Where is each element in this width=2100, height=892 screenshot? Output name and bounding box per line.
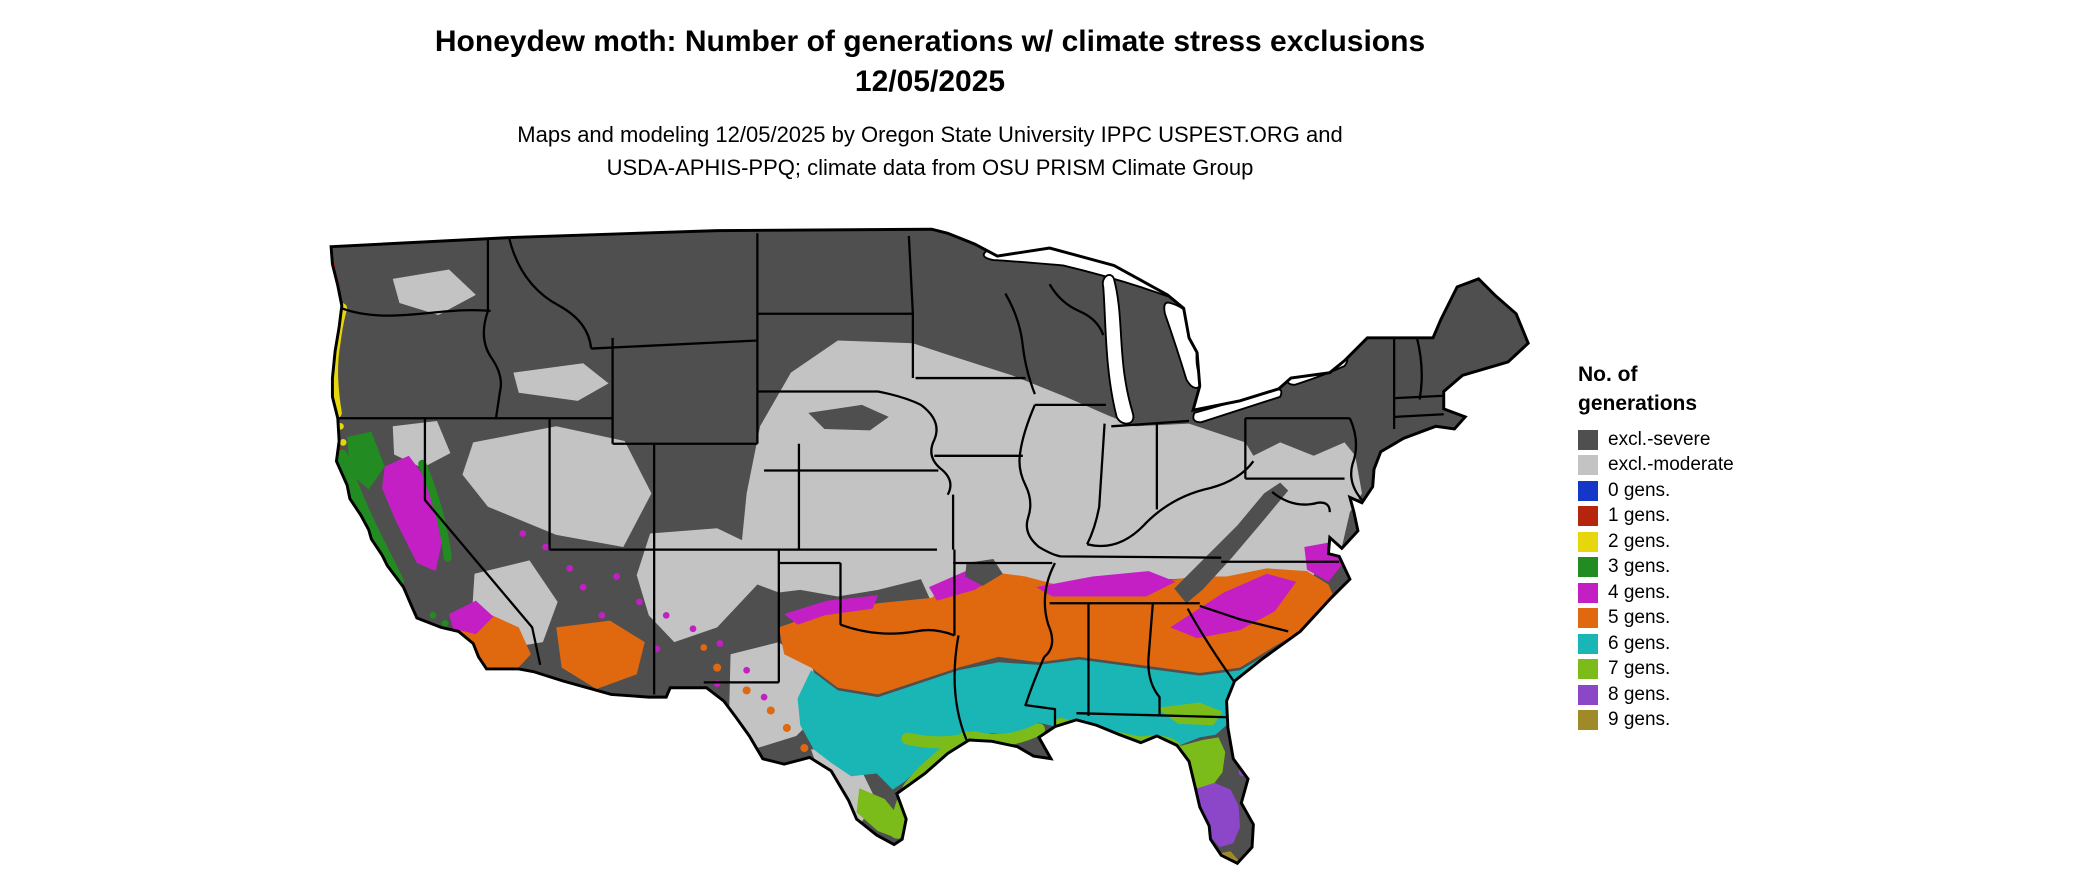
legend-item: excl.-severe <box>1578 427 1838 453</box>
legend-item: 3 gens. <box>1578 555 1838 581</box>
legend-item: 1 gens. <box>1578 504 1838 530</box>
region-9-gens <box>889 845 1239 864</box>
legend-item-label: 7 gens. <box>1608 658 1671 680</box>
legend-item: 4 gens. <box>1578 580 1838 606</box>
legend: No. of generations excl.-severe excl.-mod… <box>1578 360 1838 733</box>
legend-item: 9 gens. <box>1578 708 1838 734</box>
legend-swatch-excl-severe <box>1578 429 1598 450</box>
legend-item: 6 gens. <box>1578 631 1838 657</box>
legend-item-label: 1 gens. <box>1608 505 1671 527</box>
legend-swatch-3-gens <box>1578 557 1598 578</box>
region-3-gens-strips <box>335 449 452 588</box>
legend-item-label: 4 gens. <box>1608 581 1671 603</box>
legend-item-label: 2 gens. <box>1608 530 1671 552</box>
legend-swatch-4-gens <box>1578 582 1598 603</box>
legend-title: No. of generations <box>1578 363 1698 415</box>
us-map-svg <box>329 227 1530 865</box>
legend-swatch-2-gens <box>1578 531 1598 552</box>
legend-item: 8 gens. <box>1578 682 1838 708</box>
page-subtitle: Maps and modeling 12/05/2025 by Oregon S… <box>0 118 1860 184</box>
legend-item-label: 6 gens. <box>1608 632 1671 654</box>
legend-swatch-excl-moderate <box>1578 455 1598 476</box>
legend-item-label: 3 gens. <box>1608 556 1671 578</box>
legend-swatch-7-gens <box>1578 659 1598 680</box>
legend-item-label: 9 gens. <box>1608 709 1671 731</box>
region-3-gens <box>347 431 464 639</box>
legend-item: excl.-moderate <box>1578 453 1838 479</box>
legend-item-label: 8 gens. <box>1608 683 1671 705</box>
subtitle-line-2: USDA-APHIS-PPQ; climate data from OSU PR… <box>606 155 1254 180</box>
legend-swatch-5-gens <box>1578 608 1598 629</box>
page-title: Honeydew moth: Number of generations w/ … <box>434 25 1426 58</box>
legend-item-label: excl.-severe <box>1608 428 1711 450</box>
page-title-date: 12/05/2025 <box>854 65 1006 98</box>
us-generations-map <box>315 225 1555 885</box>
legend-swatch-1-gens <box>1578 506 1598 527</box>
legend-swatch-6-gens <box>1578 633 1598 654</box>
legend-item-label: excl.-moderate <box>1608 454 1734 476</box>
legend-item: 5 gens. <box>1578 606 1838 632</box>
state-borders <box>337 233 1450 741</box>
legend-items: excl.-severe excl.-moderate 0 gens. 1 ge… <box>1578 427 1838 733</box>
legend-swatch-0-gens <box>1578 480 1598 501</box>
legend-item: 2 gens. <box>1578 529 1838 555</box>
legend-item-label: 0 gens. <box>1608 479 1671 501</box>
lake-michigan <box>1101 274 1135 425</box>
region-excl-severe-patches <box>808 404 1289 604</box>
figure-titles: Honeydew moth: Number of generations w/ … <box>0 22 1860 184</box>
legend-item-label: 5 gens. <box>1608 607 1671 629</box>
legend-swatch-8-gens <box>1578 684 1598 705</box>
legend-item: 7 gens. <box>1578 657 1838 683</box>
subtitle-line-1: Maps and modeling 12/05/2025 by Oregon S… <box>517 122 1343 147</box>
legend-swatch-9-gens <box>1578 710 1598 731</box>
legend-item: 0 gens. <box>1578 478 1838 504</box>
region-5-gens <box>459 568 1337 753</box>
